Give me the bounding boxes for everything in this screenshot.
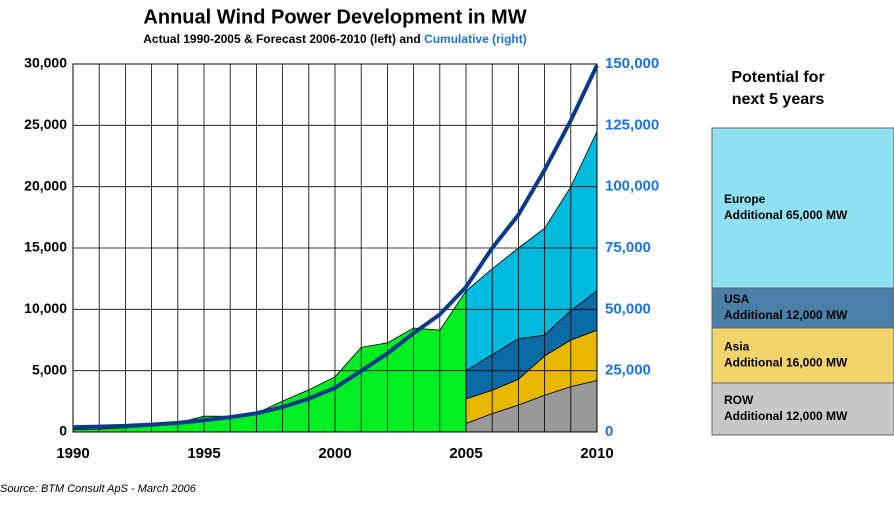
y-tick-label: 0 [59,423,67,439]
y2-tick-label: 75,000 [605,239,651,256]
potential-box [711,127,894,289]
potential-box [711,327,894,384]
potential-box [711,287,894,329]
y-tick-label: 20,000 [24,177,67,193]
potential-region: Asia [724,340,750,354]
potential-box [711,382,894,436]
source: Source: BTM Consult ApS - March 2006 [0,483,197,495]
y-tick-label: 15,000 [24,239,67,255]
potential-amount: Additional 12,000 MW [724,409,848,423]
potential-region: Europe [724,192,766,206]
x-tick-label: 1990 [56,445,89,462]
y-tick-label: 25,000 [24,116,67,132]
y2-tick-label: 25,000 [605,362,651,379]
y2-tick-label: 0 [605,423,613,440]
x-tick-label: 2000 [318,445,351,462]
y2-tick-label: 50,000 [605,300,651,317]
x-tick-label: 1995 [187,445,220,462]
y-tick-label: 5,000 [32,361,67,377]
panel-title: next 5 years [732,91,825,108]
y2-tick-label: 150,000 [605,55,659,72]
chart-title: Annual Wind Power Development in MW [143,6,526,28]
potential-amount: Additional 12,000 MW [724,308,848,322]
potential-region: USA [724,292,750,306]
potential-region: ROW [724,393,754,407]
potential-amount: Additional 16,000 MW [724,356,848,370]
subtitle: Actual 1990-2005 & Forecast 2006-2010 (l… [143,32,424,46]
subtitle-right: Cumulative (right) [424,32,527,46]
cumulative-line [72,64,599,430]
y-tick-label: 30,000 [24,55,67,71]
potential-amount: Additional 65,000 MW [724,208,848,222]
plot-border [72,63,598,433]
y2-tick-label: 100,000 [605,178,659,195]
panel-title: Potential for [731,69,824,86]
chart-subtitle: Actual 1990-2005 & Forecast 2006-2010 (l… [143,32,526,46]
x-tick-label: 2005 [449,445,482,462]
x-tick-label: 2010 [580,445,613,462]
y-tick-label: 10,000 [24,300,67,316]
y2-tick-label: 125,000 [605,116,659,133]
